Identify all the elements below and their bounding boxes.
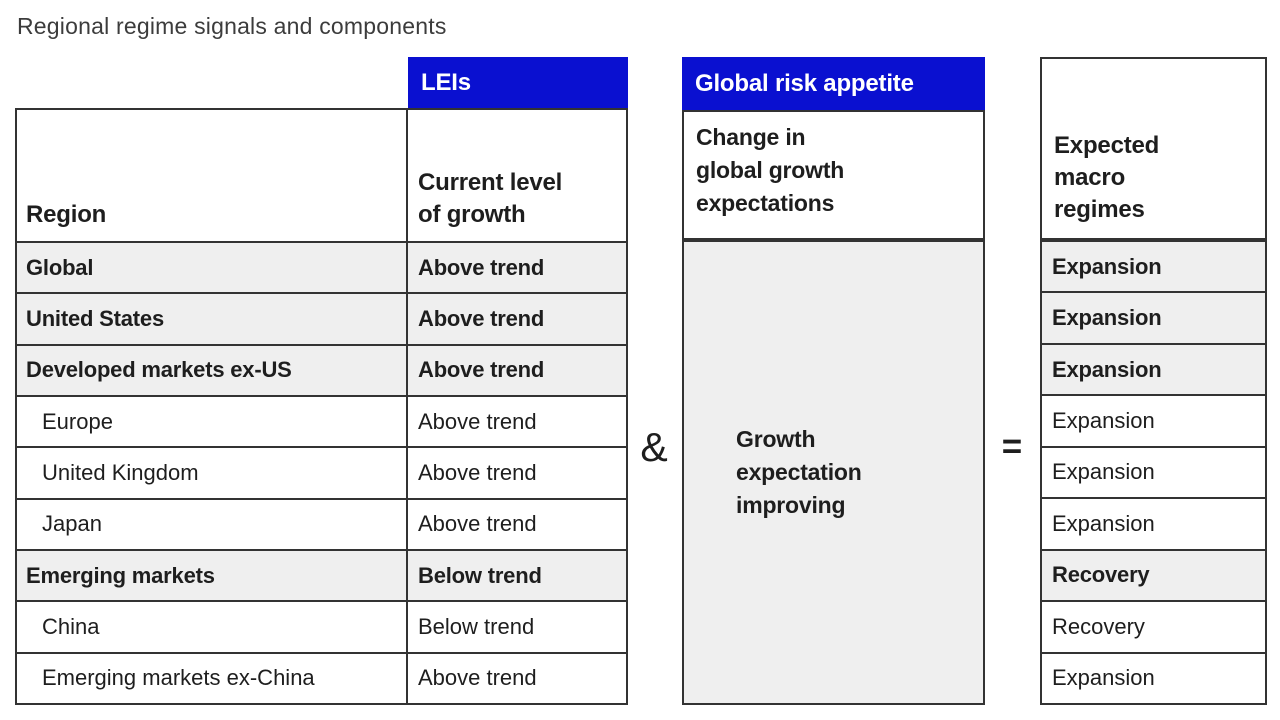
region-column-header-cell: Region	[17, 110, 408, 241]
region-cell: Global	[17, 243, 408, 293]
region-label: Emerging markets	[26, 562, 215, 588]
regime-label: Expansion	[1052, 408, 1155, 434]
growth-cell: Above trend	[408, 654, 626, 703]
growth-cell: Above trend	[408, 243, 626, 292]
growth-expectation-improving-box: Growth expectation improving	[682, 240, 985, 705]
regime-row: Expansion	[1042, 651, 1265, 703]
region-cell: Japan	[17, 499, 408, 549]
region-label: United Kingdom	[42, 459, 199, 485]
growth-label: Above trend	[418, 357, 545, 383]
region-column-header: Region	[26, 201, 107, 228]
equals-operator: =	[1001, 427, 1023, 466]
table-row: Global Above trend	[17, 241, 626, 293]
expected-macro-regimes-label: Expected macro regimes	[1054, 132, 1160, 223]
growth-cell: Above trend	[408, 294, 626, 343]
table-header-row: Region Current level of growth	[17, 110, 626, 241]
expected-macro-regimes-box: Expected macro regimes	[1040, 57, 1267, 240]
table-row: China Below trend	[17, 600, 626, 652]
regime-row: Recovery	[1042, 600, 1265, 651]
regime-label: Expansion	[1052, 665, 1155, 691]
table-row: Emerging markets ex-China Above trend	[17, 651, 626, 703]
table-row: Japan Above trend	[17, 497, 626, 549]
change-in-growth-expectations-box: Change in global growth expectations	[682, 110, 985, 240]
figure-title: Regional regime signals and components	[17, 13, 447, 39]
regime-label: Expansion	[1052, 356, 1162, 382]
regime-label: Expansion	[1052, 305, 1162, 331]
table-row: Europe Above trend	[17, 394, 626, 447]
leis-column-header: LEIs	[408, 57, 628, 108]
growth-label: Below trend	[418, 613, 535, 639]
table-row: Developed markets ex-US Above trend	[17, 343, 626, 395]
growth-cell: Below trend	[408, 551, 626, 600]
region-label: China	[42, 613, 100, 639]
region-cell: United States	[17, 294, 408, 344]
region-label: United States	[26, 305, 164, 331]
growth-label: Below trend	[418, 562, 542, 588]
growth-cell: Below trend	[408, 602, 626, 651]
region-cell: United Kingdom	[17, 448, 408, 498]
growth-cell: Above trend	[408, 397, 626, 446]
regime-row: Expansion	[1042, 291, 1265, 343]
table-row: Emerging markets Below trend	[17, 548, 626, 601]
regime-label: Expansion	[1052, 253, 1162, 279]
growth-label: Above trend	[418, 254, 545, 280]
region-cell: Developed markets ex-US	[17, 345, 408, 395]
regime-row: Expansion	[1042, 242, 1265, 292]
growth-cell: Above trend	[408, 346, 626, 395]
table-row: United Kingdom Above trend	[17, 446, 626, 498]
region-label: Developed markets ex-US	[26, 357, 292, 383]
growth-label: Above trend	[418, 511, 537, 537]
region-label: Emerging markets ex-China	[42, 665, 315, 691]
growth-label: Above trend	[418, 305, 545, 331]
table-row: United States Above trend	[17, 292, 626, 344]
regime-label: Expansion	[1052, 459, 1155, 485]
expected-regimes-column: Expansion Expansion Expansion Expansion …	[1040, 240, 1267, 705]
regime-row: Expansion	[1042, 394, 1265, 445]
regime-row: Recovery	[1042, 548, 1265, 601]
ampersand-operator: &	[640, 423, 668, 470]
growth-column-header-cell: Current level of growth	[408, 110, 626, 241]
change-in-growth-expectations-label: Change in global growth expectations	[696, 124, 845, 216]
growth-label: Above trend	[418, 459, 537, 485]
region-cell: China	[17, 602, 408, 652]
growth-label: Above trend	[418, 408, 537, 434]
regime-label: Expansion	[1052, 510, 1155, 536]
growth-expectation-improving-label: Growth expectation improving	[736, 426, 862, 518]
region-cell: Emerging markets ex-China	[17, 653, 408, 703]
growth-cell: Above trend	[408, 500, 626, 549]
region-cell: Europe	[17, 396, 408, 447]
current-level-of-growth-header: Current level of growth	[418, 169, 563, 228]
regime-row: Expansion	[1042, 445, 1265, 497]
regime-row: Expansion	[1042, 497, 1265, 548]
growth-label: Above trend	[418, 665, 537, 691]
region-cell: Emerging markets	[17, 550, 408, 601]
regime-row: Expansion	[1042, 342, 1265, 395]
regime-label: Recovery	[1052, 562, 1150, 588]
regime-label: Recovery	[1052, 613, 1145, 639]
region-label: Japan	[42, 511, 102, 537]
region-signals-table: Region Current level of growth Global Ab…	[15, 108, 628, 705]
region-label: Europe	[42, 408, 113, 434]
global-risk-appetite-column-header: Global risk appetite	[682, 57, 985, 110]
growth-cell: Above trend	[408, 448, 626, 497]
region-label: Global	[26, 254, 94, 280]
